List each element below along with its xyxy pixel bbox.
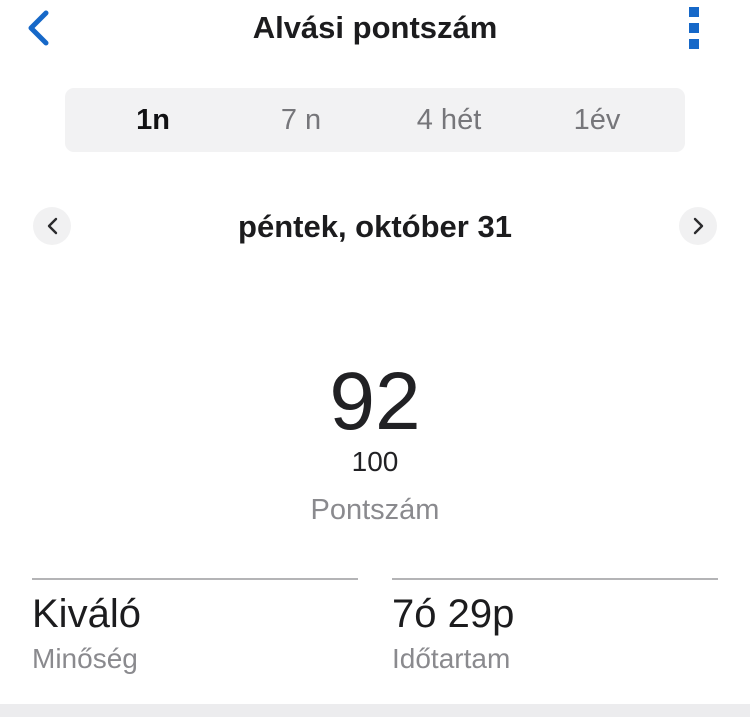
page-title: Alvási pontszám xyxy=(252,10,498,45)
previous-day-button[interactable] xyxy=(33,207,71,245)
stat-quality-value: Kiváló xyxy=(32,592,141,636)
stat-duration-label: Időtartam xyxy=(392,643,511,674)
score-label: Pontszám xyxy=(310,494,440,526)
stat-duration: 7ó 29p Időtartam xyxy=(392,578,718,674)
tab-1-day[interactable]: 1n xyxy=(79,88,227,152)
date-label: péntek, október 31 xyxy=(238,209,512,244)
kebab-menu-icon xyxy=(689,7,699,49)
stat-duration-value: 7ó 29p xyxy=(392,592,515,636)
chevron-left-icon xyxy=(47,217,57,235)
bottom-bar xyxy=(0,704,750,717)
tab-7-days[interactable]: 7 n xyxy=(227,88,375,152)
next-day-button[interactable] xyxy=(679,207,717,245)
menu-button[interactable] xyxy=(676,0,712,56)
score-max: 100 xyxy=(351,446,399,477)
stat-quality-label: Minőség xyxy=(32,643,138,674)
tab-4-weeks[interactable]: 4 hét xyxy=(375,88,523,152)
time-range-tabs: 1n 7 n 4 hét 1év xyxy=(65,88,685,152)
score-value: 92 xyxy=(329,356,421,447)
tab-1-year[interactable]: 1év xyxy=(523,88,671,152)
chevron-right-icon xyxy=(693,217,703,235)
back-button[interactable] xyxy=(14,4,62,52)
chevron-left-icon xyxy=(28,10,49,46)
stat-quality: Kiváló Minőség xyxy=(32,578,358,674)
